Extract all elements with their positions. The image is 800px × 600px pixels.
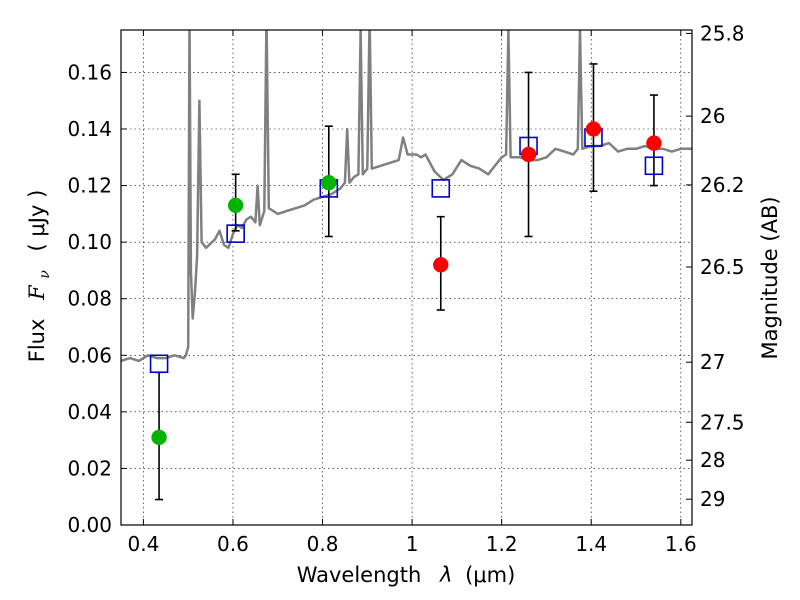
y2-tick-label: 28 <box>700 448 725 472</box>
x-tick-label: 1.4 <box>575 532 607 556</box>
observed-flux-point <box>646 135 662 151</box>
y-tick-label: 0.16 <box>67 60 112 84</box>
y2-tick-label: 29 <box>700 487 725 511</box>
x-axis-title-text: Wavelength <box>297 563 422 587</box>
x-tick-label: 0.8 <box>307 532 339 556</box>
y-tick-label: 0.14 <box>67 117 112 141</box>
y-axis-title-unit: ( μJy ) <box>25 190 49 252</box>
spectrum-layer <box>121 30 692 363</box>
x-tick-label: 1.2 <box>486 532 518 556</box>
x-tick-label: 0.6 <box>217 532 249 556</box>
y-axis-title-text: Flux <box>25 319 49 363</box>
x-axis-title: Wavelength λ (μm) <box>297 563 516 587</box>
x-tick-label: 1.6 <box>665 532 697 556</box>
x-tick-label: 1 <box>406 532 419 556</box>
y2-tick-label: 27.5 <box>700 410 745 434</box>
y-tick-label: 0.02 <box>67 456 112 480</box>
y-tick-label: 0.06 <box>67 343 112 367</box>
x-tick-label: 0.4 <box>127 532 159 556</box>
model-spectrum-line <box>121 30 692 363</box>
observed-flux-point <box>520 146 537 163</box>
y-axis-title-symbol: F <box>25 284 49 301</box>
model-photometry-square <box>644 156 664 176</box>
model-photometry-square <box>149 354 169 374</box>
observed-flux-point <box>321 174 337 191</box>
y-tick-label: 0.08 <box>67 287 112 311</box>
y2-tick-label: 27 <box>700 350 725 374</box>
x-axis-title-symbol: λ <box>439 563 452 587</box>
y-axis-title-subscript: ν <box>37 270 53 279</box>
y-tick-label: 0.04 <box>67 400 112 424</box>
observed-flux-point <box>151 429 167 446</box>
points-layer <box>149 63 664 501</box>
x-axis-title-unit: (μm) <box>465 563 515 587</box>
y2-tick-label: 26 <box>700 104 725 128</box>
plot-frame <box>120 29 693 526</box>
model-photometry-square <box>226 224 245 243</box>
observed-flux-point <box>585 121 602 137</box>
y2-tick-label: 26.5 <box>700 255 745 279</box>
y-axis-title: Flux F ν ( μJy ) <box>25 190 54 363</box>
observed-flux-point <box>433 257 449 273</box>
tick-labels-layer: 0.4 0.6 0.8 1 1.2 1.4 1.6 0.00 0.02 0.04 0.06 0.08 0… <box>67 21 744 556</box>
y2-tick-label: 25.8 <box>700 21 745 45</box>
y-tick-label: 0.00 <box>67 513 112 537</box>
observed-flux-point <box>227 197 244 214</box>
y-tick-label: 0.12 <box>67 174 112 198</box>
grid <box>121 30 692 525</box>
model-photometry-square <box>431 179 451 198</box>
y2-axis-title: Magnitude (AB) <box>758 196 782 359</box>
y2-tick-label: 26.2 <box>700 173 745 197</box>
y-tick-label: 0.10 <box>67 230 112 254</box>
ticks-layer <box>121 30 692 526</box>
